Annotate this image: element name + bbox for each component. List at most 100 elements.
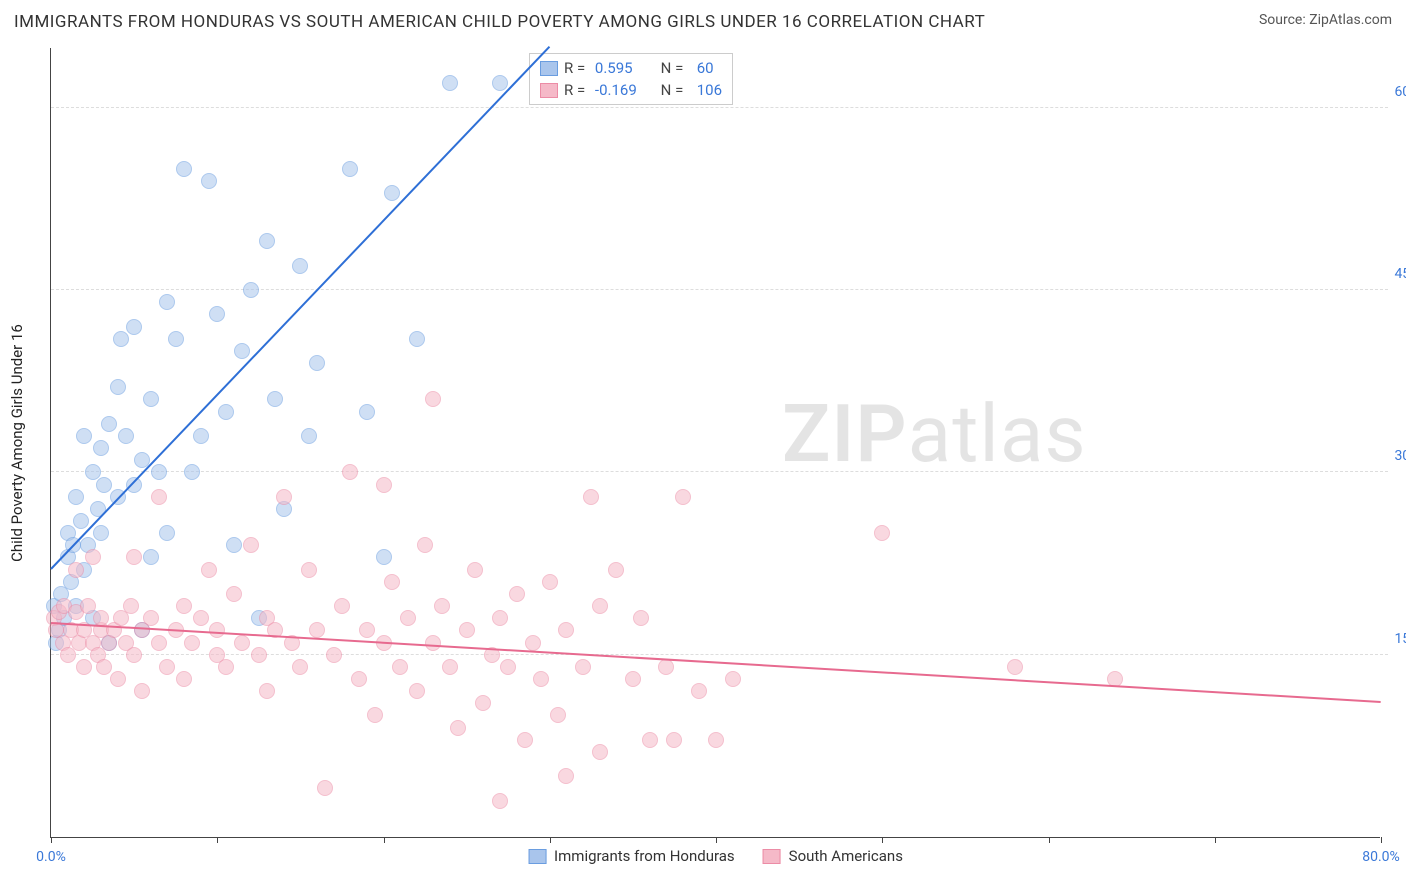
data-point	[159, 659, 175, 675]
data-point	[267, 391, 283, 407]
data-point	[151, 464, 167, 480]
x-tick	[882, 837, 883, 843]
data-point	[176, 598, 192, 614]
source-attribution: Source: ZipAtlas.com	[1259, 12, 1392, 28]
data-point	[500, 659, 516, 675]
data-point	[550, 707, 566, 723]
y-tick-label: 45.0%	[1394, 266, 1406, 282]
data-point	[409, 331, 425, 347]
data-point	[176, 671, 192, 687]
data-point	[376, 549, 392, 565]
watermark: ZIPatlas	[782, 387, 1087, 481]
data-point	[384, 574, 400, 590]
data-point	[525, 635, 541, 651]
trend-line	[51, 622, 1381, 703]
data-point	[317, 780, 333, 796]
data-point	[1007, 659, 1023, 675]
data-point	[417, 537, 433, 553]
data-point	[143, 610, 159, 626]
data-point	[351, 671, 367, 687]
legend-stat-row: R = -0.169 N = 106	[540, 79, 722, 101]
data-point	[425, 391, 441, 407]
data-point	[209, 622, 225, 638]
data-point	[558, 768, 574, 784]
data-point	[542, 574, 558, 590]
data-point	[874, 525, 890, 541]
data-point	[201, 562, 217, 578]
correlation-legend: R = 0.595 N = 60R = -0.169 N = 106	[529, 53, 733, 105]
data-point	[592, 598, 608, 614]
legend-stat-row: R = 0.595 N = 60	[540, 57, 722, 79]
data-point	[243, 537, 259, 553]
data-point	[96, 659, 112, 675]
legend-series-item: South Americans	[763, 847, 903, 865]
data-point	[80, 598, 96, 614]
data-point	[309, 355, 325, 371]
data-point	[658, 659, 674, 675]
legend-series-item: Immigrants from Honduras	[528, 847, 735, 865]
data-point	[583, 489, 599, 505]
data-point	[592, 744, 608, 760]
y-tick-label: 60.0%	[1394, 84, 1406, 100]
data-point	[292, 659, 308, 675]
data-point	[708, 732, 724, 748]
data-point	[218, 659, 234, 675]
data-point	[151, 489, 167, 505]
data-point	[93, 525, 109, 541]
data-point	[123, 598, 139, 614]
data-point	[234, 343, 250, 359]
data-point	[184, 464, 200, 480]
data-point	[85, 549, 101, 565]
data-point	[184, 635, 200, 651]
data-point	[113, 331, 129, 347]
x-tick	[1215, 837, 1216, 843]
data-point	[558, 622, 574, 638]
data-point	[575, 659, 591, 675]
data-point	[101, 416, 117, 432]
data-point	[367, 707, 383, 723]
data-point	[400, 610, 416, 626]
data-point	[475, 695, 491, 711]
data-point	[234, 635, 250, 651]
data-point	[725, 671, 741, 687]
data-point	[143, 549, 159, 565]
data-point	[134, 683, 150, 699]
data-point	[392, 659, 408, 675]
data-point	[226, 586, 242, 602]
data-point	[359, 404, 375, 420]
data-point	[642, 732, 658, 748]
data-point	[76, 659, 92, 675]
data-point	[243, 282, 259, 298]
data-point	[492, 75, 508, 91]
data-point	[608, 562, 624, 578]
data-point	[126, 549, 142, 565]
data-point	[459, 622, 475, 638]
y-tick-label: 30.0%	[1394, 448, 1406, 464]
data-point	[193, 610, 209, 626]
data-point	[425, 635, 441, 651]
data-point	[509, 586, 525, 602]
data-point	[342, 161, 358, 177]
x-tick	[1381, 837, 1382, 843]
data-point	[450, 720, 466, 736]
data-point	[193, 428, 209, 444]
x-tick	[716, 837, 717, 843]
data-point	[675, 489, 691, 505]
data-point	[259, 233, 275, 249]
data-point	[110, 379, 126, 395]
data-point	[334, 598, 350, 614]
gridline	[51, 107, 1388, 108]
data-point	[226, 537, 242, 553]
data-point	[126, 319, 142, 335]
x-tick	[550, 837, 551, 843]
x-tick	[217, 837, 218, 843]
data-point	[442, 75, 458, 91]
data-point	[76, 428, 92, 444]
data-point	[376, 477, 392, 493]
data-point	[292, 258, 308, 274]
data-point	[60, 647, 76, 663]
data-point	[118, 428, 134, 444]
data-point	[159, 525, 175, 541]
data-point	[143, 391, 159, 407]
data-point	[73, 513, 89, 529]
